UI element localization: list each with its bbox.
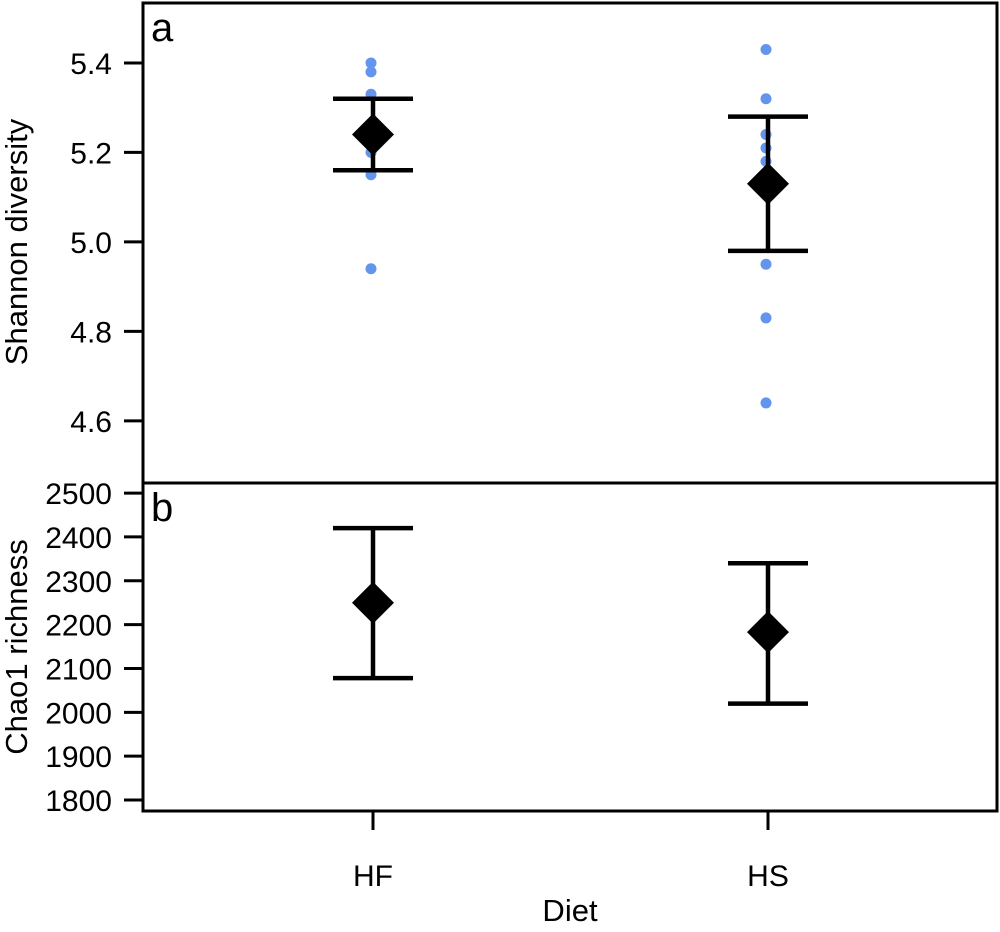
mean-diamond [352, 113, 394, 156]
panel-a-label: a [151, 6, 174, 50]
x-tick-label: HF [353, 860, 393, 893]
y-tick-label: 4.8 [70, 316, 112, 349]
mean-diamond [747, 162, 789, 205]
y-tick-label: 2500 [45, 478, 112, 511]
data-point-dot [365, 66, 377, 78]
data-point-dot [365, 57, 377, 69]
y-tick-label: 2400 [45, 522, 112, 555]
data-point-dot [760, 312, 772, 324]
x-tick-label: HS [747, 860, 789, 893]
y-tick-label: 2200 [45, 610, 112, 643]
y-tick-label: 5.4 [70, 48, 112, 81]
y-tick-label: 1800 [45, 785, 112, 818]
mean-diamond [352, 581, 394, 624]
y-axis-title-shannon-diversity: Shannon diversity [0, 118, 34, 366]
data-point-dot [760, 93, 772, 105]
data-point-dot [760, 44, 772, 56]
y-tick-label: 2300 [45, 566, 112, 599]
data-point-dot [760, 258, 772, 270]
y-tick-label: 1900 [45, 741, 112, 774]
y-tick-label: 2000 [45, 697, 112, 730]
data-point-dot [365, 263, 377, 275]
y-tick-label: 2100 [45, 653, 112, 686]
data-point-dot [760, 397, 772, 409]
mean-diamond [747, 611, 789, 654]
y-axis-title-chao1-richness: Chao1 richness [0, 539, 34, 755]
plot-border [141, 1, 999, 813]
y-tick-label: 5.2 [70, 137, 112, 170]
panel-b-label: b [151, 486, 174, 530]
y-tick-label: 4.6 [70, 406, 112, 439]
x-axis-title: Diet [542, 893, 598, 928]
y-tick-label: 5.0 [70, 227, 112, 260]
